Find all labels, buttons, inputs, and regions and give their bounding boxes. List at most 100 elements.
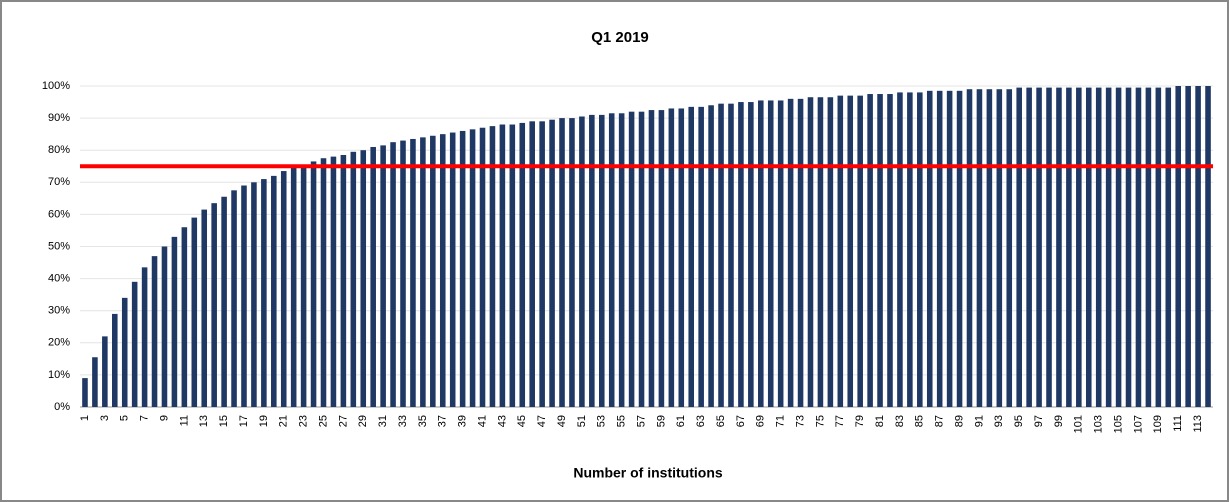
x-tick-label: 91 [973,415,985,427]
bar [499,124,506,408]
x-tick-label: 45 [516,415,528,427]
bar [857,95,863,407]
x-tick-label: 109 [1152,415,1164,433]
bar [1076,87,1082,407]
bar [1195,86,1201,407]
x-tick-label: 33 [397,415,409,427]
bar [1155,87,1162,407]
x-tick-label: 101 [1073,415,1085,433]
bar [330,156,337,407]
x-tick-label: 41 [476,415,488,427]
bar [758,100,764,407]
bar [767,100,774,407]
x-tick-label: 81 [874,415,886,427]
bar [996,89,1003,408]
x-tick-label: 39 [457,415,469,427]
bar [519,122,526,407]
bar [400,140,406,407]
bar [738,102,744,408]
bar [509,124,516,408]
bar [718,103,724,407]
x-tick-label: 71 [775,415,787,427]
bar [1006,89,1013,408]
x-tick-label: 13 [198,415,210,427]
bar [827,97,834,408]
x-tick-label: 85 [914,415,926,427]
bar [777,100,784,407]
bar [1066,87,1072,407]
x-tick-label: 113 [1192,415,1204,433]
x-tick-label: 63 [695,415,707,427]
y-tick-label: 30% [48,305,70,317]
bar [82,378,88,407]
x-tick-label: 103 [1093,415,1105,433]
x-tick-label: 11 [178,415,190,426]
bar [370,146,376,408]
bar [121,297,128,407]
x-axis-title: Number of institutions [573,465,723,481]
bar [549,119,555,407]
x-tick-label: 87 [934,415,946,427]
bar [658,110,665,407]
x-tick-label: 79 [854,415,866,427]
x-tick-label: 73 [794,415,806,427]
chart-title: Q1 2019 [591,29,649,46]
bar [589,114,595,407]
x-tick-label: 65 [715,415,727,427]
bar [300,164,307,407]
x-tick-label: 23 [298,415,310,427]
bar [946,90,953,407]
bar [936,90,943,407]
bar [1105,87,1112,407]
x-tick-label: 97 [1033,415,1045,427]
bar [469,129,476,407]
bar [221,196,227,407]
bar [559,118,565,407]
bar [817,97,824,408]
x-tick-label: 7 [139,415,151,421]
y-tick-label: 80% [48,144,70,156]
x-tick-label: 69 [755,415,767,427]
x-tick-label: 67 [735,415,747,427]
bar [837,95,844,407]
x-tick-label: 61 [675,415,687,427]
bar [539,121,545,407]
x-tick-label: 43 [496,415,508,427]
x-tick-label: 75 [814,415,826,427]
bar [380,145,386,407]
y-tick-label: 50% [48,240,70,252]
bar [112,313,118,407]
x-tick-label: 31 [377,415,389,427]
bar [1026,87,1032,407]
y-tick-label: 0% [54,401,70,413]
x-tick-label: 3 [99,415,111,421]
x-tick-label: 89 [953,415,965,427]
bar [807,97,814,408]
x-tick-label: 47 [536,415,548,427]
x-tick-label: 77 [834,415,846,427]
x-tick-label: 25 [317,415,329,427]
bar [161,246,168,407]
bar [569,118,575,407]
bar [1165,87,1172,407]
bar [459,130,466,407]
bar [320,158,327,407]
y-tick-label: 20% [48,337,70,349]
bar [201,209,208,407]
x-tick-label: 9 [158,415,170,421]
bar [897,92,903,408]
bar [698,106,704,408]
bar [261,179,267,407]
bar [290,167,297,407]
bar [340,155,347,407]
x-tick-label: 107 [1132,415,1144,433]
bar [748,102,754,408]
x-tick-label: 95 [1013,415,1025,427]
bar [102,336,108,407]
bar [1046,87,1052,407]
bar [648,110,655,407]
bar [241,185,247,407]
bar [1135,87,1142,407]
bar [191,217,198,407]
bar [439,134,446,407]
